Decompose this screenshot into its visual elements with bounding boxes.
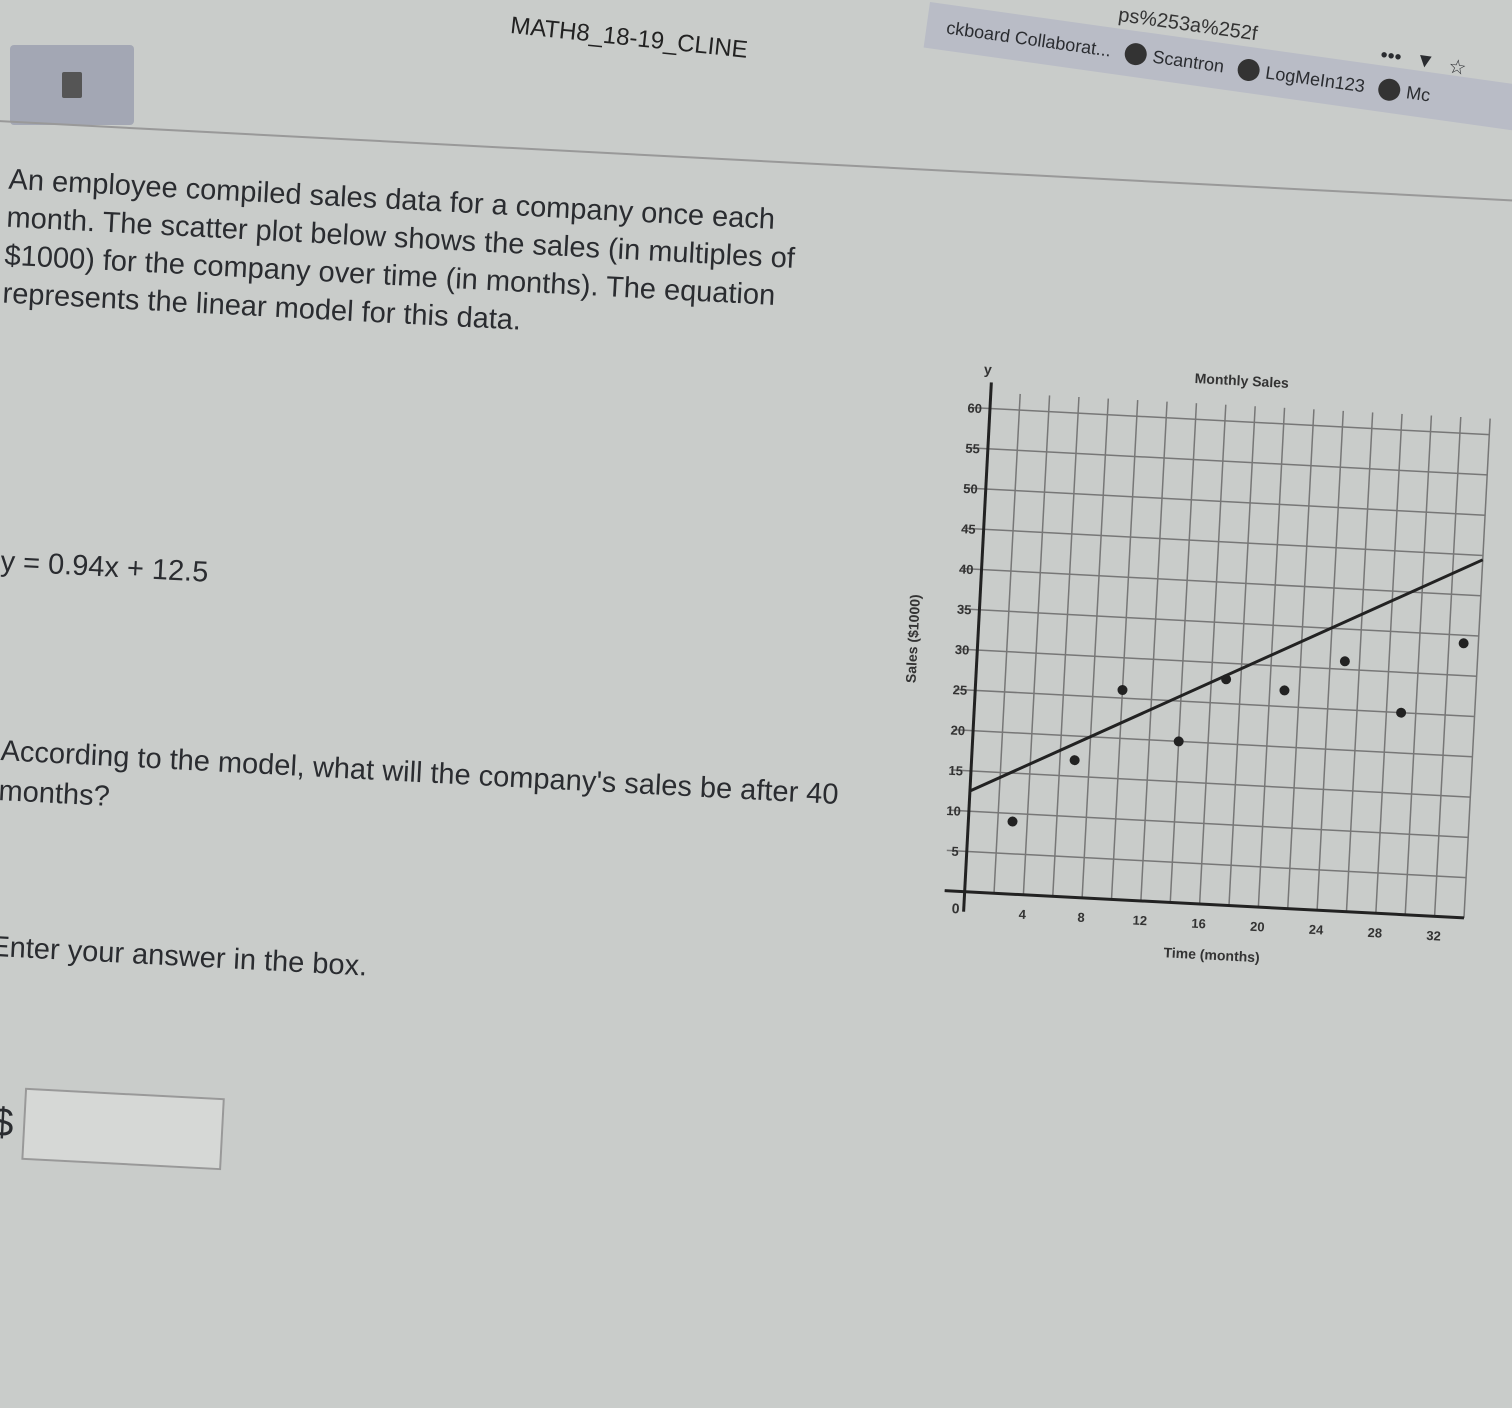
data-point bbox=[1396, 707, 1407, 718]
x-tick-label: 24 bbox=[1308, 922, 1324, 938]
data-point bbox=[1173, 736, 1184, 747]
data-point bbox=[1221, 674, 1232, 685]
grid-line-v bbox=[1052, 396, 1080, 897]
y-axis-label: Sales ($1000) bbox=[903, 594, 924, 683]
y-tick-label: 10 bbox=[946, 803, 961, 819]
chart-title: Monthly Sales bbox=[1194, 370, 1289, 391]
more-icon[interactable]: ••• bbox=[1379, 44, 1403, 69]
grid-line-v bbox=[1463, 418, 1491, 918]
y-tick-label: 45 bbox=[961, 521, 976, 537]
grid-line-h bbox=[965, 487, 1486, 516]
x-tick-label: 32 bbox=[1426, 928, 1441, 944]
grid-line-h bbox=[957, 648, 1477, 678]
data-point bbox=[1117, 685, 1128, 696]
equation: y = 0.94x + 12.5 bbox=[0, 545, 210, 589]
grid-line-h bbox=[963, 527, 1484, 557]
grid-line-v bbox=[1345, 412, 1374, 912]
y-tick-label: 55 bbox=[965, 441, 980, 457]
x-tick-label: 12 bbox=[1132, 913, 1147, 929]
x-tick-label: 20 bbox=[1250, 919, 1265, 935]
y-tick-label: 60 bbox=[967, 400, 982, 416]
x-axis-label: Time (months) bbox=[1163, 944, 1260, 965]
y-tick-label: 15 bbox=[948, 763, 963, 779]
grid-line-v bbox=[1257, 407, 1286, 908]
answer-row: $ bbox=[0, 1086, 226, 1171]
x-tick-label: 8 bbox=[1077, 910, 1085, 925]
calculator-button[interactable] bbox=[10, 45, 134, 125]
grid-line-v bbox=[1316, 410, 1345, 911]
data-point bbox=[1339, 656, 1350, 667]
grid-line-h bbox=[959, 608, 1479, 637]
data-point bbox=[1007, 816, 1018, 827]
y-axis bbox=[962, 382, 993, 912]
grid-line-h bbox=[948, 809, 1469, 839]
grid-line-v bbox=[1110, 400, 1139, 900]
y-tick-label: 40 bbox=[959, 561, 974, 577]
grid-line-v bbox=[1228, 406, 1256, 906]
y-tick-label: 50 bbox=[963, 481, 978, 497]
y-tick-label: 25 bbox=[952, 682, 967, 698]
data-point bbox=[1458, 638, 1469, 649]
grid-line-v bbox=[1433, 416, 1462, 917]
grid-line-v bbox=[1198, 404, 1227, 905]
question-prompt: According to the model, what will the co… bbox=[0, 735, 840, 813]
x-tick-label: 4 bbox=[1018, 907, 1027, 922]
scatter-chart: 5 10 15 20 25 30 35 40 45 50 55 60 4 8 12 16 20 24 28 32 0 y M… bbox=[903, 361, 1491, 965]
grid-line-v bbox=[1286, 409, 1315, 909]
grid-line-v bbox=[1022, 395, 1051, 895]
grid-line-h bbox=[961, 567, 1481, 597]
y-tick-label: 5 bbox=[951, 844, 959, 859]
grid-line-v bbox=[1375, 413, 1403, 914]
calculator-icon bbox=[62, 72, 82, 98]
x-axis bbox=[944, 889, 1465, 920]
grid-line-v bbox=[993, 393, 1021, 894]
instruction: Enter your answer in the box. bbox=[0, 930, 368, 983]
data-point bbox=[1279, 685, 1290, 696]
grid-line-v bbox=[1404, 415, 1433, 915]
grid-line-h bbox=[969, 406, 1490, 436]
currency-symbol: $ bbox=[0, 1099, 15, 1145]
y-tick-label: 30 bbox=[954, 642, 969, 658]
grid-line-h bbox=[950, 769, 1471, 798]
grid-line-h bbox=[967, 446, 1488, 476]
grid-line-h bbox=[953, 728, 1473, 758]
y-tick-label: 35 bbox=[957, 602, 972, 618]
grid-line-h bbox=[955, 688, 1475, 718]
x-tick-label: 16 bbox=[1191, 916, 1206, 932]
data-point bbox=[1069, 755, 1080, 766]
x-tick-label: 28 bbox=[1367, 925, 1382, 941]
question-text: An employee compiled sales data for a co… bbox=[1, 163, 796, 337]
grid-line-h bbox=[946, 849, 1467, 879]
grid-line-v bbox=[1140, 401, 1168, 901]
grid-line-v bbox=[1169, 403, 1198, 903]
y-tick-label: 20 bbox=[950, 722, 965, 738]
y-axis-letter: y bbox=[984, 361, 993, 377]
origin-label: 0 bbox=[951, 900, 960, 916]
answer-input[interactable] bbox=[21, 1087, 226, 1171]
grid-line-v bbox=[1081, 398, 1110, 898]
pocket-icon[interactable]: ▼ bbox=[1413, 48, 1437, 74]
